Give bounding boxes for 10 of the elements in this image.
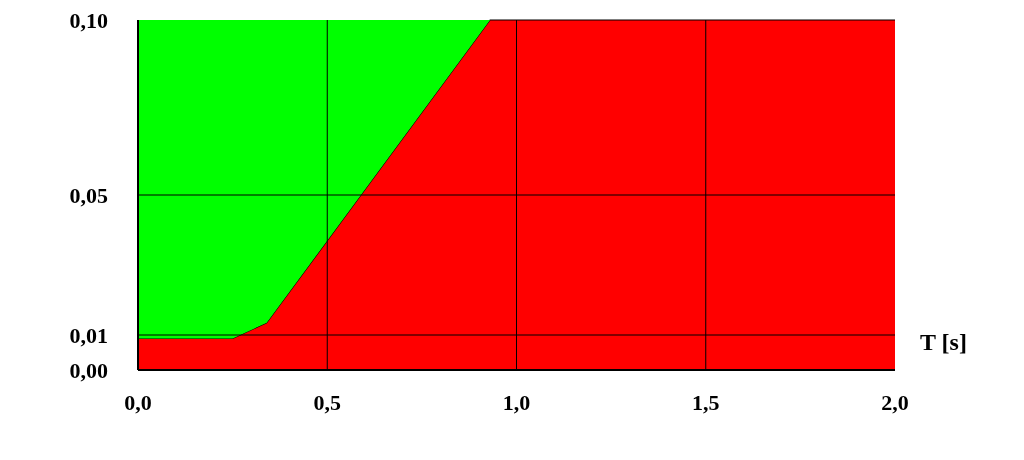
x-tick-label: 0,5 xyxy=(313,390,341,415)
x-tick-label: 2,0 xyxy=(881,390,909,415)
y-tick-label: 0,10 xyxy=(69,7,108,33)
y-tick-label: 0,00 xyxy=(69,357,108,383)
x-tick-label: 1,5 xyxy=(692,390,720,415)
x-axis-title: T [s] xyxy=(920,329,967,355)
y-tick-label: 0,01 xyxy=(69,322,108,348)
x-tick-label: 0,0 xyxy=(124,390,152,415)
y-tick-label: 0,05 xyxy=(69,182,108,208)
x-tick-label: 1,0 xyxy=(502,390,531,415)
